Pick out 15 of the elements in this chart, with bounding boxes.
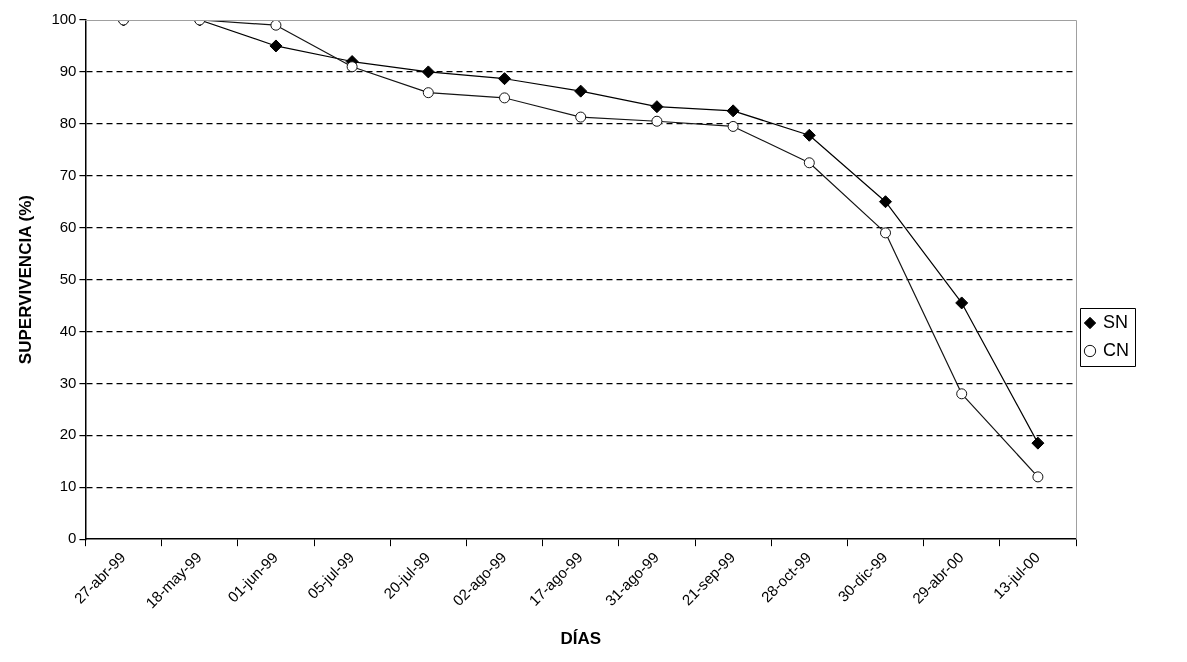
y-tick-label: 80 xyxy=(59,113,77,131)
y-tick-label: 10 xyxy=(59,477,77,495)
y-tick-label: 40 xyxy=(59,321,77,339)
y-tick-label: 90 xyxy=(59,62,77,80)
y-tick-label: 100 xyxy=(51,10,77,28)
y-tick-label: 50 xyxy=(59,269,77,287)
y-tick-label: 30 xyxy=(59,373,77,391)
y-axis-title: SUPERVIVENCIA (%) xyxy=(15,195,35,365)
y-tick-label: 20 xyxy=(59,425,77,443)
x-axis-title: DÍAS xyxy=(560,629,602,649)
y-tick-label: 60 xyxy=(59,217,77,235)
legend-label: CN xyxy=(1103,339,1129,360)
legend-label: SN xyxy=(1103,311,1129,332)
y-tick-label: 70 xyxy=(59,165,77,183)
y-tick-label: 0 xyxy=(68,529,77,547)
